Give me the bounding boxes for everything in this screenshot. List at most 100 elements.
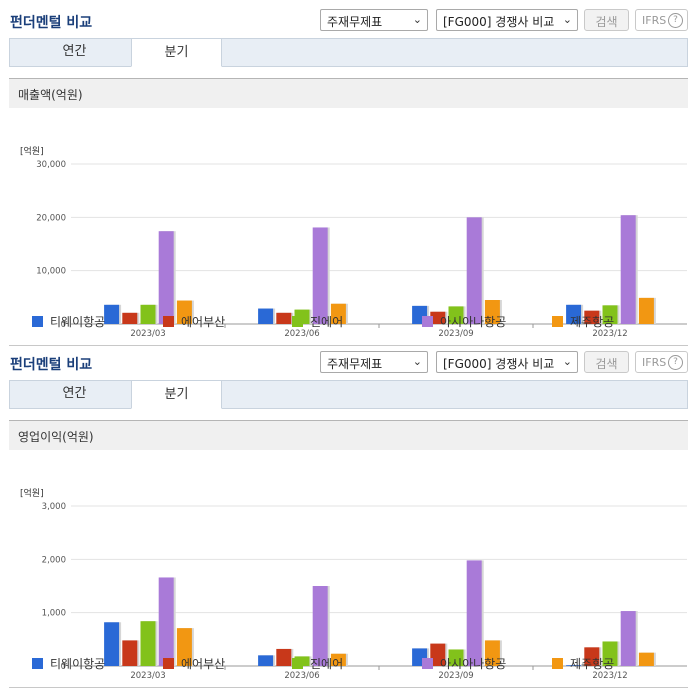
x-tick-label: 2023/12 [592, 329, 627, 339]
bar [158, 577, 174, 666]
legend-item[interactable]: 에어부산 [163, 655, 225, 672]
legend-item[interactable]: 제주항공 [552, 313, 614, 330]
section-header: 펀더멘털 비교 주재무제표 ⌄ [FG000] 경쟁사 비교 ⌄ 검색 IFRS… [0, 342, 696, 380]
tab-quarterly[interactable]: 분기 [131, 38, 222, 67]
x-tick-label: 2023/03 [130, 671, 165, 681]
y-tick-label: 30,000 [36, 160, 66, 170]
bar [104, 304, 120, 324]
bar [330, 653, 346, 666]
ifrs-help-button[interactable]: IFRS ? [635, 351, 688, 373]
y-axis-unit: [억원] [20, 487, 44, 499]
bar [140, 304, 156, 324]
chevron-down-icon: ⌄ [412, 13, 422, 26]
tab-annual[interactable]: 연간 [62, 44, 87, 59]
fundamental-section-operating-income: 펀더멘털 비교 주재무제표 ⌄ [FG000] 경쟁사 비교 ⌄ 검색 IFRS… [0, 342, 696, 688]
bar [602, 305, 618, 324]
statement-type-value: 주재무제표 [327, 357, 383, 371]
bar [122, 312, 138, 324]
y-tick-label: 0 [61, 320, 66, 330]
bar [176, 628, 192, 666]
bar [312, 227, 328, 324]
statement-type-select[interactable]: 주재무제표 ⌄ [320, 351, 428, 373]
section-title: 펀더멘털 비교 [10, 357, 93, 373]
legend-label: 진에어 [310, 315, 344, 329]
peer-group-select[interactable]: [FG000] 경쟁사 비교 ⌄ [436, 9, 578, 31]
ifrs-label: IFRS [642, 14, 667, 27]
bar [584, 310, 600, 324]
bar [176, 300, 192, 324]
legend-item[interactable]: 진에어 [292, 313, 343, 330]
bar [276, 648, 292, 666]
metric-label: 매출액(억원) [18, 88, 83, 102]
period-tabs: 연간 분기 [9, 380, 688, 409]
legend-label: 에어부산 [181, 657, 226, 671]
bar [276, 312, 292, 324]
legend-swatch [552, 658, 563, 669]
x-tick-label: 2023/06 [284, 671, 319, 681]
legend-label: 제주항공 [570, 315, 615, 329]
legend-item[interactable]: 제주항공 [552, 655, 614, 672]
bar [484, 300, 500, 324]
bar [430, 643, 446, 666]
ifrs-help-button[interactable]: IFRS ? [635, 9, 688, 31]
legend-swatch [292, 658, 303, 669]
legend-item[interactable]: 티웨이항공 [32, 655, 105, 672]
search-button[interactable]: 검색 [584, 9, 629, 31]
bar [258, 308, 274, 324]
y-tick-label: 0 [61, 662, 66, 672]
statement-type-value: 주재무제표 [327, 15, 383, 29]
peer-group-select[interactable]: [FG000] 경쟁사 비교 ⌄ [436, 351, 578, 373]
peer-group-value: [FG000] 경쟁사 비교 [443, 357, 555, 371]
legend-label: 에어부산 [181, 315, 226, 329]
bar [566, 304, 582, 324]
bar [466, 560, 482, 666]
bar [638, 297, 654, 324]
metric-header: 매출액(억원) [9, 78, 688, 108]
chart-canvas: [억원] 0 10,000 20,000 30,000 2023/03 2023/06 202… [20, 145, 687, 339]
chevron-down-icon: ⌄ [562, 13, 572, 26]
operating-income-chart: [억원] 0 1,000 2,000 3,000 2023/03 2023/06 2023/0… [9, 450, 688, 688]
legend-item[interactable]: 아시아나항공 [422, 313, 506, 330]
bar [602, 641, 618, 666]
legend-swatch [552, 316, 563, 327]
legend-label: 티웨이항공 [50, 315, 106, 329]
bar [430, 311, 446, 324]
legend-label: 티웨이항공 [50, 657, 106, 671]
legend-label: 제주항공 [570, 657, 615, 671]
chart-canvas: [억원] 0 1,000 2,000 3,000 2023/03 2023/06 2023/0… [20, 487, 687, 681]
legend-swatch [32, 658, 43, 669]
x-tick-label: 2023/09 [438, 329, 473, 339]
tab-quarterly[interactable]: 분기 [131, 380, 222, 409]
bar [466, 217, 482, 324]
bar [258, 655, 274, 666]
search-button[interactable]: 검색 [584, 351, 629, 373]
bar [312, 586, 328, 666]
legend-item[interactable]: 아시아나항공 [422, 655, 506, 672]
tab-annual[interactable]: 연간 [62, 386, 87, 401]
legend-item[interactable]: 티웨이항공 [32, 313, 105, 330]
bar [330, 303, 346, 324]
y-tick-label: 2,000 [42, 555, 66, 565]
section-header: 펀더멘털 비교 주재무제표 ⌄ [FG000] 경쟁사 비교 ⌄ 검색 IFRS… [0, 0, 696, 38]
bar [104, 622, 120, 666]
legend-swatch [422, 316, 433, 327]
legend-label: 아시아나항공 [440, 315, 507, 329]
legend-swatch [32, 316, 43, 327]
x-tick-label: 2023/06 [284, 329, 319, 339]
y-tick-label: 10,000 [36, 267, 66, 277]
legend-swatch [163, 316, 174, 327]
x-tick-label: 2023/12 [592, 671, 627, 681]
bar [122, 640, 138, 666]
bar [448, 306, 464, 324]
legend-label: 아시아나항공 [440, 657, 507, 671]
help-icon: ? [668, 13, 683, 28]
statement-type-select[interactable]: 주재무제표 ⌄ [320, 9, 428, 31]
bar [484, 640, 500, 666]
legend-item[interactable]: 진에어 [292, 655, 343, 672]
peer-group-value: [FG000] 경쟁사 비교 [443, 15, 555, 29]
bar [584, 647, 600, 666]
bar [566, 665, 582, 666]
legend-swatch [422, 658, 433, 669]
legend-item[interactable]: 에어부산 [163, 313, 225, 330]
period-tabs: 연간 분기 [9, 38, 688, 67]
